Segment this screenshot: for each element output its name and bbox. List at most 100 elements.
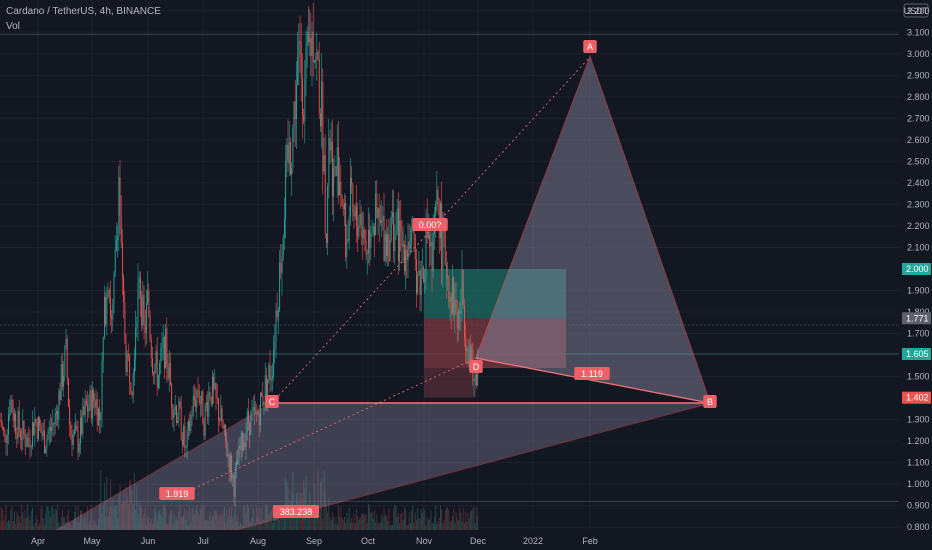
volume-bar: [332, 512, 333, 530]
volume-bar: [336, 524, 338, 530]
volume-bar: [264, 504, 266, 530]
volume-bar: [442, 523, 444, 530]
volume-bar: [345, 523, 347, 530]
candle-body: [250, 411, 252, 436]
ratio-label-2: 1.119: [574, 367, 610, 380]
candle-body: [272, 376, 273, 379]
candle-body: [354, 206, 356, 217]
candle-body: [131, 391, 133, 396]
candle-body: [226, 440, 228, 457]
volume-bar: [443, 519, 445, 530]
volume-bar: [471, 510, 473, 530]
volume-bar: [159, 510, 161, 530]
volume-bar: [110, 479, 111, 530]
candle-body: [268, 364, 270, 380]
candle-body: [47, 433, 49, 440]
currency-badge-text: USDT: [904, 6, 929, 16]
volume-bar: [138, 502, 140, 530]
volume-bar: [470, 511, 471, 530]
candle-body: [179, 401, 181, 408]
candle-body: [306, 32, 308, 48]
volume-bar: [294, 511, 296, 530]
candle-body: [309, 38, 311, 43]
volume-bar: [173, 513, 175, 530]
volume-bar: [285, 477, 287, 530]
candle-body: [377, 208, 379, 218]
volume-bar: [6, 521, 8, 530]
candle-body: [53, 422, 55, 424]
candle-body: [329, 137, 331, 151]
candle-body: [256, 411, 258, 415]
symbol-title[interactable]: Cardano / TetherUS, 4h, BINANCE: [6, 6, 161, 17]
volume-bar: [12, 520, 14, 530]
candle-body: [125, 342, 127, 373]
volume-bar: [230, 515, 231, 530]
candle-body: [95, 399, 97, 408]
candle-body: [236, 460, 237, 470]
grid-layer: [0, 0, 899, 530]
candle-body: [44, 430, 45, 454]
volume-bar: [156, 520, 158, 530]
ratio-label-4: 383.238: [272, 505, 320, 518]
candle-body: [8, 414, 9, 435]
candle-body: [383, 215, 385, 261]
volume-bar: [160, 513, 162, 530]
volume-bar: [232, 518, 234, 530]
candle-body: [310, 38, 312, 57]
candle-body: [341, 195, 343, 206]
candle-body: [70, 424, 72, 435]
volume-bar: [96, 525, 98, 530]
volume-bar: [33, 525, 35, 530]
candle-body: [395, 230, 397, 236]
volume-bar: [454, 522, 456, 530]
volume-bar: [321, 478, 323, 530]
volume-bar: [243, 506, 245, 530]
volume-bar: [3, 520, 5, 530]
candle-body: [300, 42, 302, 78]
price-marker-bg: [902, 263, 931, 275]
volume-bar: [195, 510, 197, 530]
volume-bar: [329, 516, 331, 530]
volume-bar: [474, 523, 476, 530]
candle-body: [39, 417, 41, 426]
price-tick-label: 2.900: [907, 70, 930, 80]
volume-bar: [405, 508, 407, 530]
volume-bar: [339, 516, 341, 530]
currency-badge-box: [903, 3, 929, 18]
volume-indicator-label[interactable]: Vol: [6, 21, 20, 32]
price-marker-text: 1.402: [906, 393, 929, 403]
volume-bar: [447, 507, 449, 530]
volume-bar: [172, 523, 174, 530]
candle-body: [3, 427, 5, 431]
volume-bar: [27, 504, 29, 530]
volume-bar: [75, 505, 77, 530]
candle-body: [254, 406, 255, 412]
volume-bar: [20, 523, 21, 530]
candle-body: [45, 449, 47, 454]
candle-body: [196, 390, 198, 408]
volume-bar: [44, 524, 45, 530]
volume-bar: [318, 516, 320, 530]
candle-body: [294, 101, 296, 120]
point-a-label-bg: [583, 40, 597, 53]
candle-body: [218, 398, 219, 421]
candle-body: [282, 237, 284, 257]
volume-bar: [282, 516, 284, 530]
volume-bar: [262, 519, 264, 530]
volume-bar: [424, 510, 426, 530]
volume-bar: [141, 507, 143, 530]
volume-bar: [143, 513, 145, 530]
candle-body: [200, 402, 201, 404]
candle-body: [416, 259, 417, 294]
volume-bar: [387, 520, 389, 530]
volume-bar: [449, 522, 451, 530]
volume-bar: [124, 500, 126, 530]
volume-bar: [382, 517, 384, 530]
time-axis[interactable]: Apr May Jun Jul Aug Sep Oct Nov Dec 2022 Feb: [0, 530, 899, 550]
candle-body: [476, 374, 477, 386]
candle-body: [155, 351, 157, 365]
volume-bar: [182, 516, 183, 530]
xabcd-pattern[interactable]: A B C D 0.00? 1.119 1.919 383.238: [39, 40, 717, 541]
